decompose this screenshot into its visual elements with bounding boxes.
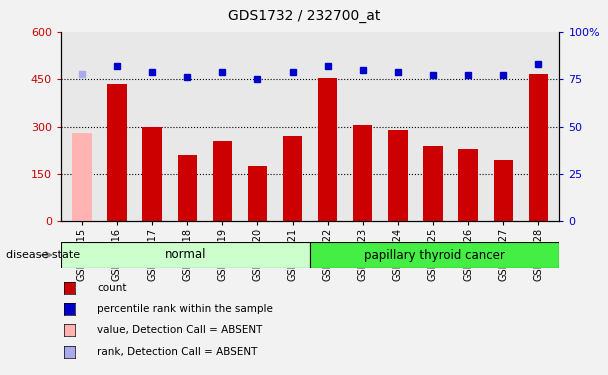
Bar (61, 242, 310, 268)
Bar (283, 136, 302, 221)
Bar (528, 75, 548, 221)
Bar (72, 133, 92, 221)
Text: papillary thyroid cancer: papillary thyroid cancer (364, 249, 505, 261)
Text: value, Detection Call = ABSENT: value, Detection Call = ABSENT (97, 326, 263, 335)
Text: count: count (97, 283, 127, 292)
Bar (213, 141, 232, 221)
Bar (178, 155, 197, 221)
Bar (108, 84, 126, 221)
Bar (423, 146, 443, 221)
Text: normal: normal (165, 249, 206, 261)
Text: rank, Detection Call = ABSENT: rank, Detection Call = ABSENT (97, 347, 258, 357)
Bar (353, 125, 372, 221)
Bar (247, 166, 267, 221)
Bar (388, 130, 407, 221)
Bar (318, 78, 337, 221)
Text: percentile rank within the sample: percentile rank within the sample (97, 304, 273, 314)
Text: GDS1732 / 232700_at: GDS1732 / 232700_at (228, 9, 380, 23)
Bar (494, 160, 513, 221)
Bar (458, 148, 478, 221)
Text: disease state: disease state (6, 250, 80, 260)
Bar (142, 127, 162, 221)
Bar (310, 242, 559, 268)
